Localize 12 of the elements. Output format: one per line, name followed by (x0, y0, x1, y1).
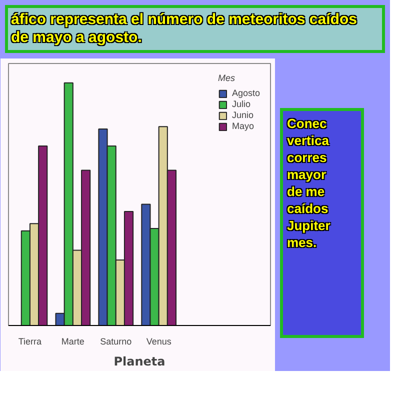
x-tick-label: Venus (146, 336, 172, 346)
chart-title: áfico representa el número de meteoritos caídos de mayo a agosto. (11, 11, 357, 47)
x-tick-label: Marte (61, 336, 84, 346)
legend-label: Julio (232, 99, 252, 109)
x-tick-label: Tierra (18, 336, 42, 346)
x-tick-label: Saturno (100, 336, 132, 346)
text: Conec vertica corres mayor de me caídos Jupiter mes. (287, 115, 330, 251)
legend-title: Mes (218, 73, 236, 83)
legend-label: Junio (232, 110, 254, 120)
legend-label: Mayo (232, 121, 254, 131)
x-axis-title: Planeta (114, 354, 166, 368)
legend-label: Agosto (232, 88, 260, 98)
